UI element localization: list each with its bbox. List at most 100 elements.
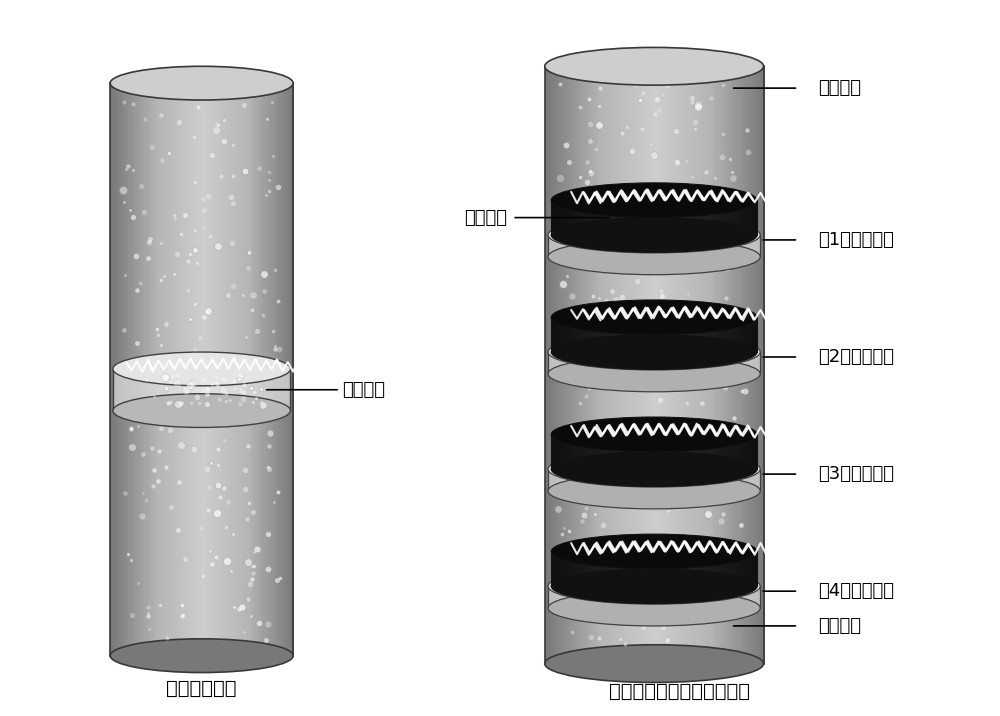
Bar	[173, 369, 178, 410]
Bar	[654, 67, 658, 664]
Bar	[662, 200, 667, 235]
Bar	[112, 83, 116, 656]
Bar	[230, 369, 235, 410]
Bar	[567, 67, 570, 664]
Bar	[617, 200, 622, 235]
Bar	[753, 200, 758, 235]
Bar	[259, 83, 262, 656]
Bar	[691, 551, 696, 586]
Bar	[654, 551, 659, 586]
Bar	[582, 235, 587, 257]
Bar	[671, 352, 676, 374]
Bar	[170, 369, 174, 410]
Bar	[568, 200, 573, 235]
Bar	[133, 83, 136, 656]
Bar	[142, 83, 145, 656]
Bar	[621, 200, 626, 235]
Bar	[147, 83, 150, 656]
Bar	[743, 586, 749, 608]
Bar	[592, 200, 597, 235]
Bar	[716, 200, 721, 235]
Bar	[156, 83, 159, 656]
Text: 第1层改性隔膜: 第1层改性隔膜	[818, 231, 894, 249]
Bar	[633, 235, 638, 257]
Bar	[597, 435, 602, 469]
Bar	[621, 67, 625, 664]
Bar	[758, 67, 762, 664]
Bar	[701, 352, 706, 374]
Bar	[559, 551, 565, 586]
Bar	[134, 369, 139, 410]
Bar	[638, 67, 641, 664]
Bar	[227, 369, 231, 410]
Bar	[576, 435, 581, 469]
Bar	[687, 435, 692, 469]
Bar	[720, 551, 725, 586]
Bar	[183, 83, 187, 656]
Bar	[569, 469, 574, 491]
Bar	[716, 435, 721, 469]
Bar	[273, 369, 277, 410]
Bar	[625, 317, 630, 352]
Bar	[597, 551, 602, 586]
Bar	[743, 352, 749, 374]
Bar	[726, 586, 732, 608]
Bar	[739, 67, 743, 664]
Bar	[629, 469, 634, 491]
Bar	[624, 469, 630, 491]
Bar	[705, 235, 710, 257]
Bar	[637, 586, 642, 608]
Bar	[728, 317, 733, 352]
Bar	[573, 235, 579, 257]
Bar	[569, 235, 574, 257]
Bar	[743, 235, 749, 257]
Bar	[739, 469, 744, 491]
Bar	[680, 586, 685, 608]
Bar	[634, 551, 639, 586]
Bar	[177, 369, 181, 410]
Bar	[637, 352, 642, 374]
Bar	[597, 67, 600, 664]
Bar	[184, 369, 188, 410]
Bar	[629, 586, 634, 608]
Bar	[552, 586, 558, 608]
Bar	[616, 352, 621, 374]
Bar	[724, 435, 729, 469]
Bar	[624, 586, 630, 608]
Bar	[578, 235, 583, 257]
Bar	[559, 200, 565, 235]
Bar	[720, 67, 724, 664]
Bar	[582, 352, 587, 374]
Bar	[557, 586, 562, 608]
Bar	[654, 235, 659, 257]
Bar	[595, 352, 600, 374]
Bar	[576, 317, 581, 352]
Bar	[699, 317, 705, 352]
Bar	[141, 369, 146, 410]
Bar	[666, 435, 672, 469]
Bar	[642, 551, 647, 586]
Bar	[243, 83, 246, 656]
Bar	[687, 551, 692, 586]
Bar	[638, 317, 643, 352]
Bar	[138, 369, 142, 410]
Bar	[642, 317, 647, 352]
Bar	[218, 83, 221, 656]
Bar	[658, 469, 664, 491]
Bar	[663, 469, 668, 491]
Bar	[722, 586, 727, 608]
Bar	[110, 83, 113, 656]
Bar	[690, 67, 693, 664]
Bar	[679, 551, 684, 586]
Bar	[654, 469, 659, 491]
Text: 第4层改性隔膜: 第4层改性隔膜	[818, 582, 894, 600]
Bar	[163, 83, 166, 656]
Bar	[681, 67, 685, 664]
Bar	[745, 551, 750, 586]
Bar	[662, 551, 667, 586]
Bar	[280, 369, 284, 410]
Bar	[556, 67, 559, 664]
Bar	[633, 469, 638, 491]
Bar	[675, 551, 680, 586]
Bar	[553, 67, 557, 664]
